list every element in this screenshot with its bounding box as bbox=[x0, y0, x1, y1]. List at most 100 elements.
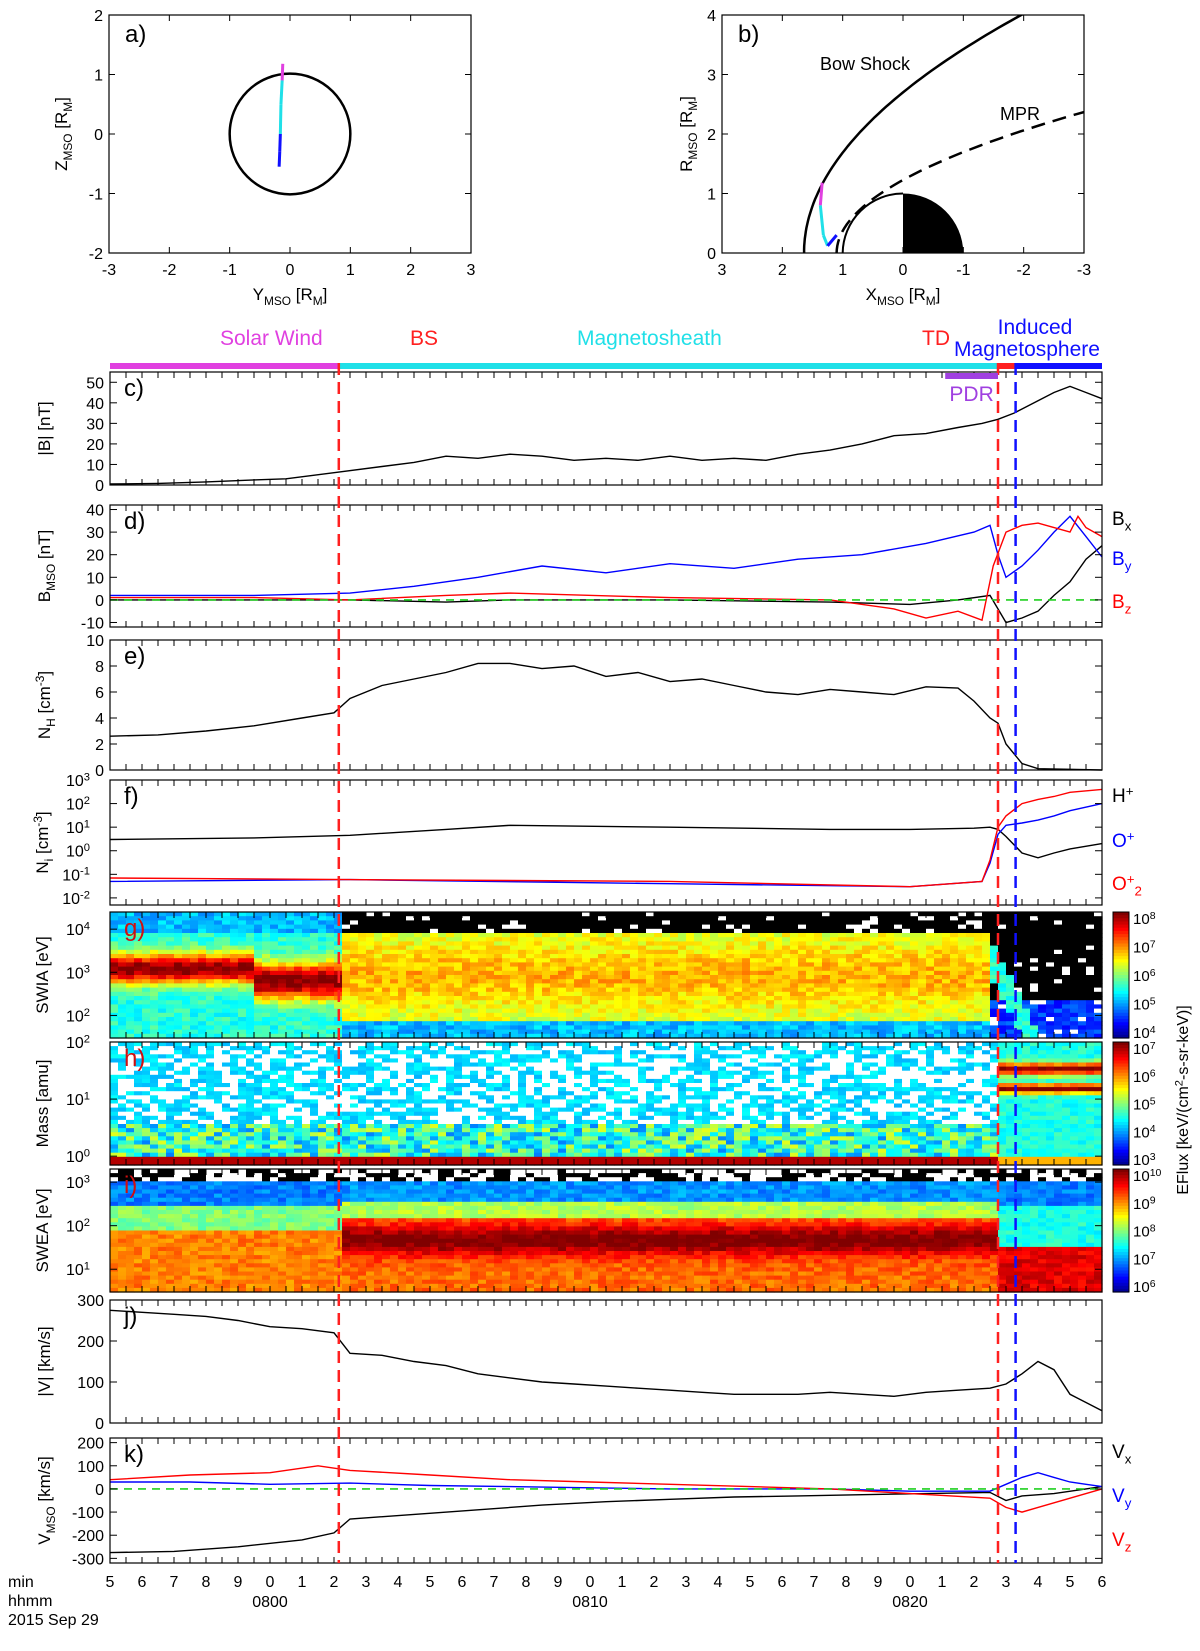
spectrogram-cell bbox=[326, 1140, 335, 1146]
spectrogram-cell bbox=[726, 924, 735, 930]
spectrogram-cell bbox=[206, 937, 215, 942]
spectrogram-cell bbox=[806, 1004, 815, 1010]
spectrogram-cell bbox=[854, 958, 863, 963]
spectrogram-cell bbox=[246, 1033, 255, 1039]
spectrogram-cell bbox=[726, 1021, 735, 1026]
spectrogram-cell bbox=[926, 958, 935, 963]
spectrogram-cell bbox=[270, 1107, 279, 1113]
spectrogram-cell bbox=[822, 1029, 831, 1035]
spectrogram-cell bbox=[918, 928, 927, 934]
spectrogram-cell bbox=[406, 1058, 415, 1064]
spectrogram-cell bbox=[278, 1119, 287, 1125]
spectrogram-cell bbox=[470, 987, 479, 993]
spectrogram-cell bbox=[182, 970, 191, 976]
spectrogram-cell bbox=[390, 1136, 399, 1141]
spectrogram-cell bbox=[350, 1152, 359, 1158]
spectrogram-cell bbox=[942, 945, 951, 951]
spectrogram-cell bbox=[438, 954, 447, 959]
spectrogram-cell bbox=[614, 916, 623, 921]
spectrogram-cell bbox=[854, 1012, 863, 1018]
spectrogram-cell bbox=[286, 1095, 295, 1100]
spectrogram-cell bbox=[726, 1017, 735, 1022]
spectrogram-cell bbox=[398, 1050, 407, 1055]
spectrogram-cell bbox=[166, 1148, 175, 1154]
spectrogram-cell bbox=[278, 1111, 287, 1117]
spectrogram-cell bbox=[366, 1058, 375, 1064]
spectrogram-cell bbox=[206, 1095, 215, 1100]
spectrogram-cell bbox=[934, 962, 943, 968]
spectrogram-cell bbox=[166, 1054, 175, 1059]
spectrogram-cell bbox=[190, 1046, 199, 1051]
spectrogram-cell bbox=[262, 1115, 271, 1121]
spectrogram-cell bbox=[390, 1099, 399, 1105]
spectrogram-cell bbox=[614, 979, 623, 984]
spectrogram-cell bbox=[110, 1033, 119, 1039]
spectrogram-cell bbox=[1062, 1029, 1071, 1035]
spectrogram-cell bbox=[662, 1021, 671, 1026]
spectrogram-cell bbox=[774, 954, 783, 959]
spectrogram-cell bbox=[118, 970, 127, 976]
spectrogram-cell bbox=[382, 1066, 391, 1072]
spectrogram-cell bbox=[510, 1021, 519, 1026]
spectrogram-cell bbox=[1046, 945, 1055, 951]
spectrogram-cell bbox=[238, 958, 247, 963]
spectrogram-cell bbox=[238, 962, 247, 968]
spectrogram-cell bbox=[902, 1017, 911, 1022]
spectrogram-cell bbox=[470, 941, 479, 947]
spectrogram-cell bbox=[214, 1099, 223, 1105]
spectrogram-cell bbox=[662, 916, 671, 921]
spectrogram-cell bbox=[166, 1119, 175, 1125]
spectrogram-cell bbox=[686, 962, 695, 968]
spectrogram-cell bbox=[902, 991, 911, 997]
spectrogram-cell bbox=[462, 983, 471, 989]
spectrogram-cell bbox=[166, 1095, 175, 1100]
spectrogram-cell bbox=[998, 924, 1007, 930]
spectrogram-cell bbox=[1006, 966, 1015, 972]
spectrogram-cell bbox=[990, 954, 999, 959]
spectrogram-cell bbox=[190, 937, 199, 942]
spectrogram-cell bbox=[790, 916, 799, 921]
spectrogram-cell bbox=[422, 1008, 431, 1014]
spectrogram-cell bbox=[1054, 924, 1063, 930]
spectrogram-cell bbox=[366, 920, 375, 926]
spectrogram-cell bbox=[1022, 966, 1031, 972]
panel-b-plot bbox=[802, 15, 1084, 253]
spectrogram-cell bbox=[758, 996, 767, 1001]
spectrogram-cell bbox=[798, 975, 807, 980]
spectrogram-cell bbox=[406, 1124, 415, 1129]
spectrogram-cell bbox=[926, 975, 935, 980]
spectrogram-cell bbox=[374, 1050, 383, 1055]
spectrogram-cell bbox=[390, 1160, 399, 1166]
spectrogram-cell bbox=[262, 975, 271, 980]
spectrogram-cell bbox=[750, 912, 759, 917]
spectrogram-cell bbox=[966, 970, 975, 976]
spectrogram-cell bbox=[782, 1000, 791, 1005]
spectrogram-cell bbox=[366, 1054, 375, 1059]
spectrogram-cell bbox=[342, 1099, 351, 1105]
spectrogram-cell bbox=[270, 979, 279, 984]
spectrogram-cell bbox=[558, 941, 567, 947]
spectrogram-cell bbox=[910, 1033, 919, 1039]
spectrogram-cell bbox=[174, 983, 183, 989]
spectrogram-cell bbox=[270, 1070, 279, 1076]
spectrogram-cell bbox=[646, 970, 655, 976]
spectrogram-cell bbox=[134, 933, 143, 938]
spectrogram-cell bbox=[662, 1004, 671, 1010]
spectrogram-cell bbox=[350, 1050, 359, 1055]
spectrogram-cell bbox=[230, 916, 239, 921]
spectrogram-cell bbox=[270, 1004, 279, 1010]
spectrogram-cell bbox=[822, 987, 831, 993]
panel-a-xlabel: YMSO [RM] bbox=[253, 285, 328, 308]
spectrogram-cell bbox=[614, 1025, 623, 1031]
spectrogram-cell bbox=[1078, 937, 1087, 942]
spectrogram-cell bbox=[398, 1119, 407, 1125]
spectrogram-cell bbox=[134, 991, 143, 997]
spectrogram-cell bbox=[318, 1087, 327, 1092]
spectrogram-cell bbox=[742, 1021, 751, 1026]
spectrogram-cell bbox=[294, 1119, 303, 1125]
spectrogram-cell bbox=[926, 1004, 935, 1010]
spectrogram-cell bbox=[550, 1021, 559, 1026]
spectrogram-cell bbox=[478, 962, 487, 968]
spectrogram-cell bbox=[134, 945, 143, 951]
spectrogram-cell bbox=[758, 966, 767, 972]
